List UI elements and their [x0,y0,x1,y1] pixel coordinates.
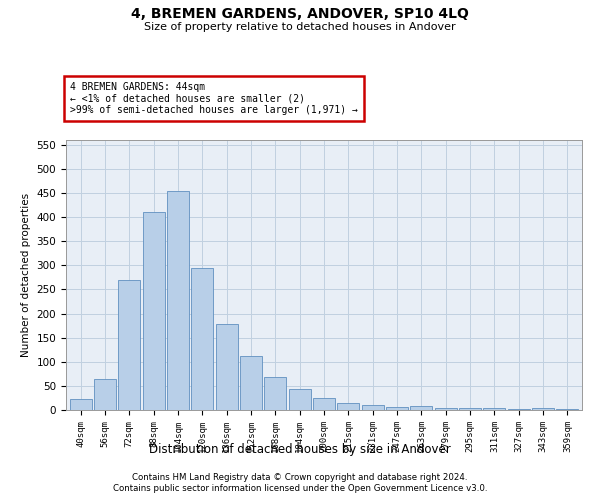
Text: Contains public sector information licensed under the Open Government Licence v3: Contains public sector information licen… [113,484,487,493]
Bar [70,400,92,410]
Bar [435,408,457,410]
Bar [508,409,530,410]
Bar [215,324,238,410]
Bar [240,356,262,410]
Bar [362,404,383,410]
Bar [410,406,433,410]
Bar [532,408,554,410]
Bar [94,378,116,410]
Bar [337,403,359,410]
Bar [289,390,311,410]
Bar [484,408,505,410]
Bar [313,398,335,410]
Bar [459,408,481,410]
Bar [118,280,140,410]
Bar [143,212,164,410]
Text: Size of property relative to detached houses in Andover: Size of property relative to detached ho… [144,22,456,32]
Text: Distribution of detached houses by size in Andover: Distribution of detached houses by size … [149,442,451,456]
Bar [265,377,286,410]
Bar [556,408,578,410]
Text: 4 BREMEN GARDENS: 44sqm
← <1% of detached houses are smaller (2)
>99% of semi-de: 4 BREMEN GARDENS: 44sqm ← <1% of detache… [70,82,358,115]
Bar [191,268,213,410]
Text: 4, BREMEN GARDENS, ANDOVER, SP10 4LQ: 4, BREMEN GARDENS, ANDOVER, SP10 4LQ [131,8,469,22]
Bar [386,407,408,410]
Text: Contains HM Land Registry data © Crown copyright and database right 2024.: Contains HM Land Registry data © Crown c… [132,472,468,482]
Bar [167,190,189,410]
Y-axis label: Number of detached properties: Number of detached properties [21,193,31,357]
